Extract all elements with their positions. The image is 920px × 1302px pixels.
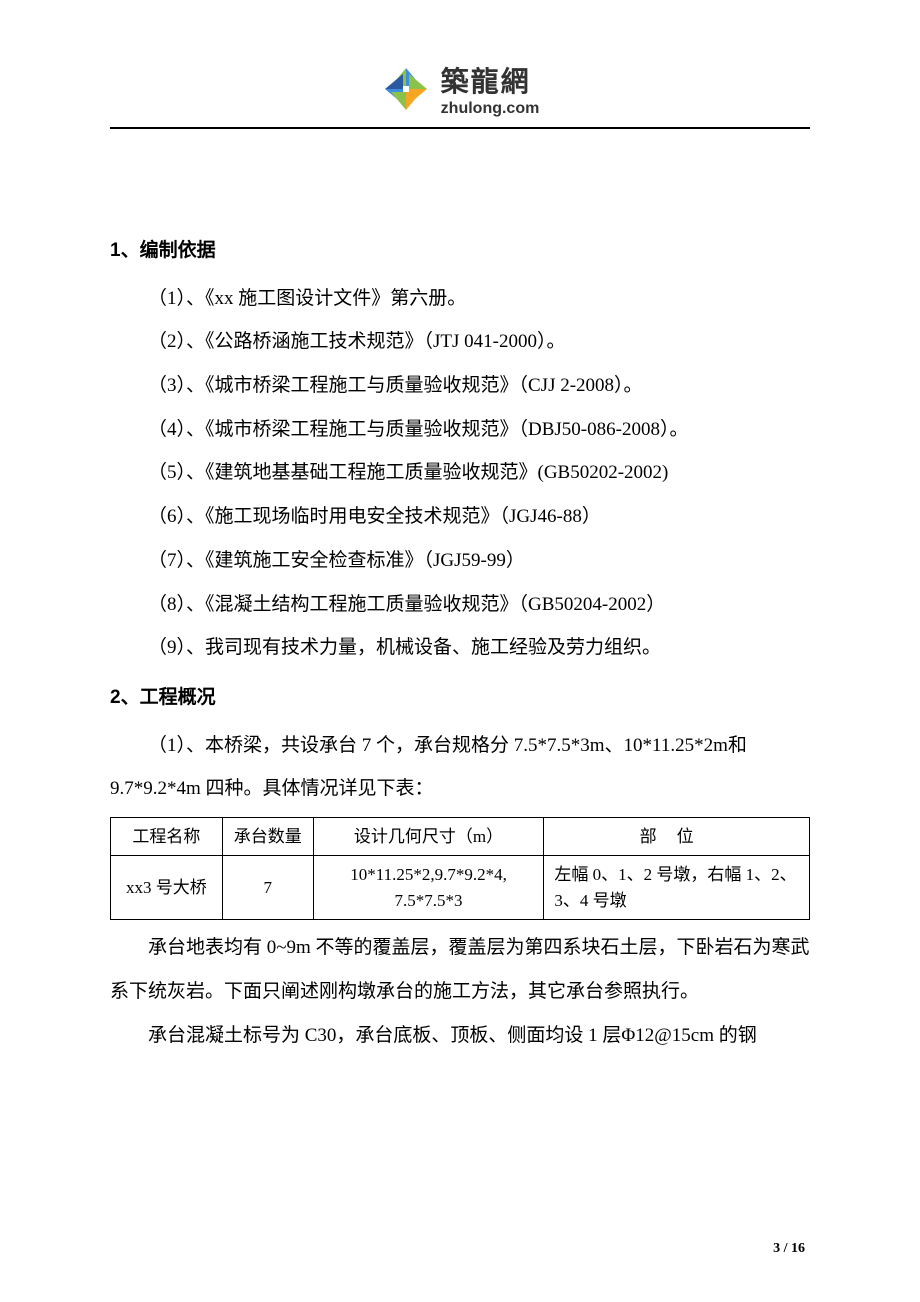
td-dimensions: 10*11.25*2,9.7*9.2*4, 7.5*7.5*3 [313, 856, 544, 920]
table-row: xx3 号大桥 7 10*11.25*2,9.7*9.2*4, 7.5*7.5*… [111, 856, 810, 920]
basis-item-7: （7）、《建筑施工安全检查标准》（JGJ59-99） [110, 539, 810, 583]
header-logo-area: 築龍網 zhulong.com [110, 60, 810, 119]
pier-cap-table: 工程名称 承台数量 设计几何尺寸（m） 部位 xx3 号大桥 7 10*11.2… [110, 817, 810, 921]
overview-intro: （1）、本桥梁，共设承台 7 个，承台规格分 7.5*7.5*3m、10*11.… [110, 724, 810, 811]
page-container: 築龍網 zhulong.com 1、编制依据 （1）、《xx 施工图设计文件》第… [0, 0, 920, 1302]
td-project-name: xx3 号大桥 [111, 856, 223, 920]
overview-para-2: 承台地表均有 0~9m 不等的覆盖层，覆盖层为第四系块石土层，下卧岩石为寒武系下… [110, 926, 810, 1013]
basis-item-1: （1）、《xx 施工图设计文件》第六册。 [110, 277, 810, 321]
logo-text-group: 築龍網 zhulong.com [441, 60, 540, 118]
basis-item-8: （8）、《混凝土结构工程施工质量验收规范》（GB50204-2002） [110, 583, 810, 627]
basis-item-2: （2）、《公路桥涵施工技术规范》（JTJ 041-2000）。 [110, 320, 810, 364]
logo-wrapper: 築龍網 zhulong.com [381, 60, 540, 118]
table-header-row: 工程名称 承台数量 设计几何尺寸（m） 部位 [111, 817, 810, 856]
basis-item-6: （6）、《施工现场临时用电安全技术规范》（JGJ46-88） [110, 495, 810, 539]
logo-text-en: zhulong.com [441, 100, 540, 118]
th-dimensions: 设计几何尺寸（m） [313, 817, 544, 856]
td-cap-count: 7 [222, 856, 313, 920]
section-2-heading: 2、工程概况 [110, 676, 810, 720]
overview-para-3: 承台混凝土标号为 C30，承台底板、顶板、侧面均设 1 层Φ12@15cm 的钢 [110, 1014, 810, 1058]
header-divider [110, 127, 810, 129]
td-location: 左幅 0、1、2 号墩，右幅 1、2、3、4 号墩 [544, 856, 810, 920]
th-project-name: 工程名称 [111, 817, 223, 856]
basis-item-9: （9）、我司现有技术力量，机械设备、施工经验及劳力组织。 [110, 626, 810, 670]
page-number: 3 / 16 [773, 1241, 805, 1257]
basis-item-5: （5）、《建筑地基基础工程施工质量验收规范》(GB50202-2002) [110, 451, 810, 495]
document-content: 1、编制依据 （1）、《xx 施工图设计文件》第六册。 （2）、《公路桥涵施工技… [110, 229, 810, 1058]
zhulong-logo-icon [381, 64, 431, 114]
th-cap-count: 承台数量 [222, 817, 313, 856]
basis-item-4: （4）、《城市桥梁工程施工与质量验收规范》（DBJ50-086-2008）。 [110, 408, 810, 452]
th-location: 部位 [544, 817, 810, 856]
section-1-heading: 1、编制依据 [110, 229, 810, 273]
basis-item-3: （3）、《城市桥梁工程施工与质量验收规范》（CJJ 2-2008）。 [110, 364, 810, 408]
logo-text-cn: 築龍網 [441, 60, 531, 100]
